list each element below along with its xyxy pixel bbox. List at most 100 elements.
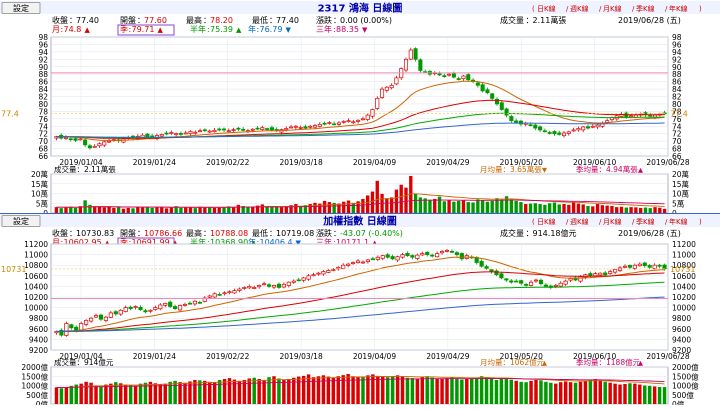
candle-body bbox=[351, 121, 356, 124]
candle-body bbox=[403, 58, 409, 71]
volume-bar bbox=[430, 377, 434, 404]
candle-body bbox=[390, 256, 395, 260]
settings-button[interactable]: 設定 bbox=[1, 2, 41, 14]
timeframe-link-4[interactable]: 年K線 bbox=[669, 4, 688, 13]
candle-body bbox=[182, 304, 188, 306]
candle-body bbox=[590, 125, 595, 128]
timeframe-link-0[interactable]: 日K線 bbox=[537, 217, 556, 226]
candle-body bbox=[242, 287, 247, 289]
candle-body bbox=[588, 273, 593, 277]
quote-label-3: 最低 bbox=[252, 15, 268, 25]
quote-value-3: 77.40 bbox=[276, 16, 299, 25]
volume-bar bbox=[346, 374, 350, 404]
price-tick-left: 74 bbox=[38, 122, 48, 131]
candle-body bbox=[524, 284, 529, 286]
price-tick-left: 72 bbox=[38, 130, 48, 139]
candle-body bbox=[585, 126, 591, 129]
volume-bar bbox=[533, 203, 537, 213]
timeframe-link-2[interactable]: 月K線 bbox=[603, 217, 622, 226]
volume-bar bbox=[400, 376, 405, 404]
candle-body bbox=[226, 130, 231, 133]
volume-bar bbox=[242, 379, 247, 404]
candle-body bbox=[298, 127, 303, 129]
volume-bar bbox=[499, 379, 504, 404]
ma-colon: : bbox=[61, 25, 64, 34]
price-tick-right: 10000 bbox=[672, 304, 696, 313]
quote-label-1: 開盤 bbox=[120, 228, 136, 238]
candle-body bbox=[533, 279, 539, 282]
candle-body bbox=[164, 132, 169, 135]
volume-bar bbox=[415, 378, 420, 404]
volume-bar bbox=[78, 206, 83, 213]
volume-bar bbox=[136, 207, 140, 213]
volume-bar bbox=[573, 382, 578, 404]
candle-body bbox=[143, 310, 148, 313]
timeframe-bracket-close: ) bbox=[699, 5, 702, 13]
candle-body bbox=[207, 130, 212, 133]
timeframe-link-3[interactable]: 季K線 bbox=[636, 217, 655, 226]
volume-bar bbox=[567, 204, 571, 213]
price-tick-right: 10800 bbox=[672, 261, 696, 270]
timeframe-bracket-open: ( bbox=[532, 5, 535, 13]
volume-bar bbox=[294, 204, 298, 213]
volume-bar bbox=[433, 198, 437, 213]
ma-label-2: 半年 bbox=[190, 24, 206, 34]
volume-bar bbox=[447, 200, 451, 213]
volume-legend-0: 月均量：1062億元▲ bbox=[480, 357, 547, 367]
candle-body bbox=[504, 278, 509, 281]
volume-bar bbox=[390, 376, 395, 404]
candle-body bbox=[528, 124, 533, 127]
volume-bar bbox=[138, 383, 143, 404]
timeframe-link-3[interactable]: 季K線 bbox=[636, 4, 655, 13]
candle-body bbox=[331, 269, 336, 271]
candle-body bbox=[410, 255, 415, 258]
candle-body bbox=[153, 307, 158, 310]
candle-body bbox=[461, 75, 466, 80]
price-tick-left: 82 bbox=[38, 93, 48, 102]
ma-line-0 bbox=[56, 256, 665, 333]
candle-body bbox=[236, 127, 241, 130]
volume-bar bbox=[610, 205, 614, 213]
settings-button-label[interactable]: 設定 bbox=[13, 216, 29, 226]
chart-title: 加權指數 日線圖 bbox=[322, 215, 396, 228]
ma-row: 月:10602.95 ▲ 季:10691.99 ▲ 半年:10368.90 ▲年:1040… bbox=[52, 237, 378, 249]
candle-body bbox=[168, 301, 173, 307]
quote-label-3: 最低 bbox=[252, 228, 268, 238]
timeframe-link-2[interactable]: 月K線 bbox=[603, 4, 622, 13]
volume-legend-arrow: ▲ bbox=[638, 166, 643, 174]
candle-body bbox=[232, 290, 237, 294]
timeframe-link-1[interactable]: 週K線 bbox=[570, 217, 589, 226]
volume-legend-1: 季均量：4.94萬張 ▲ bbox=[576, 164, 643, 174]
volume-bar bbox=[236, 204, 241, 213]
price-tick-right: 9600 bbox=[672, 325, 691, 334]
candle-body bbox=[159, 134, 164, 137]
volume-bar bbox=[420, 377, 425, 404]
candle-body bbox=[221, 128, 227, 131]
volume-bar bbox=[222, 379, 227, 404]
candle-body bbox=[346, 263, 351, 266]
volume-bar bbox=[471, 202, 475, 213]
timeframe-link-4[interactable]: 年K線 bbox=[669, 217, 688, 226]
volume-bar bbox=[547, 203, 552, 213]
settings-button-label[interactable]: 設定 bbox=[13, 3, 29, 13]
volume-bar bbox=[413, 193, 418, 213]
price-tick-left: 10200 bbox=[24, 293, 48, 302]
ma-label-1: 季 bbox=[120, 24, 128, 34]
timeframe-link-0[interactable]: 日K線 bbox=[537, 4, 556, 13]
settings-button-frame bbox=[1, 2, 41, 14]
candle-body bbox=[255, 127, 260, 130]
volume-bar bbox=[662, 208, 667, 213]
candle-body bbox=[188, 131, 193, 134]
timeframe-link-1[interactable]: 週K線 bbox=[570, 4, 589, 13]
current-price-left: 77.4 bbox=[1, 110, 19, 119]
volume-bar bbox=[474, 377, 479, 404]
candle-body bbox=[317, 124, 322, 127]
candle-body bbox=[128, 306, 133, 310]
candle-body bbox=[632, 264, 637, 269]
volume-bar bbox=[455, 378, 459, 404]
volume-legend-text: 月均量：1062億元 bbox=[480, 357, 545, 367]
settings-button[interactable]: 設定 bbox=[1, 215, 41, 227]
quote-value-3: 10719.08 bbox=[276, 229, 314, 238]
